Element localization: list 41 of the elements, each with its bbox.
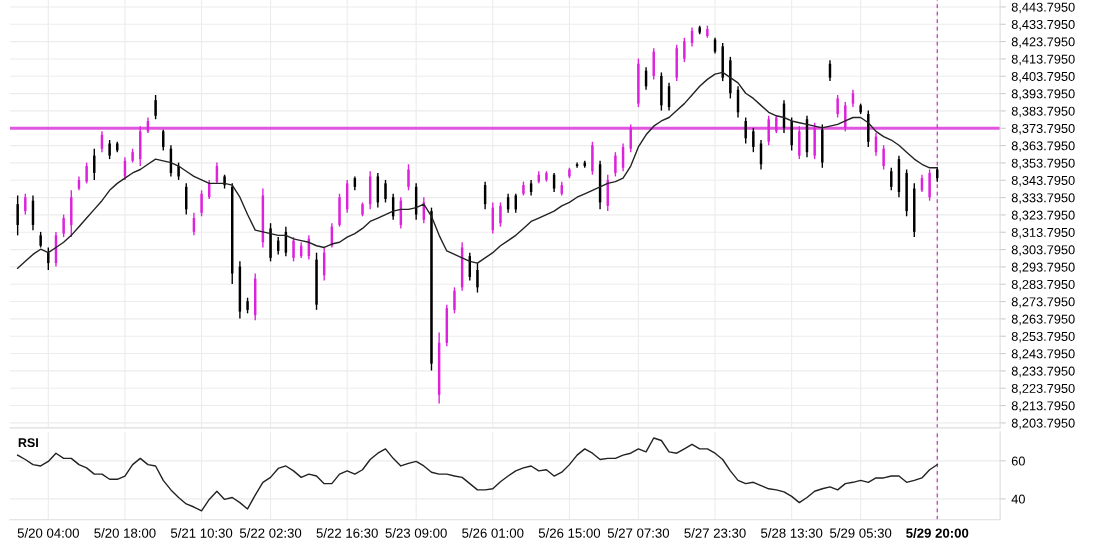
y-tick-label: 8,323.7950 [1011, 210, 1075, 222]
y-tick-label: 8,423.7950 [1011, 37, 1075, 48]
y-tick-label: 8,373.7950 [1011, 123, 1075, 135]
y-tick-label: 8,443.7950 [1011, 2, 1075, 14]
y-tick-label: 8,283.7950 [1011, 279, 1075, 291]
y-tick-label: 8,403.7950 [1011, 71, 1075, 83]
y-tick-label: 8,383.7950 [1011, 106, 1075, 118]
x-tick-label: 5/20 18:00 [94, 528, 156, 538]
y-tick-label: 8,263.7950 [1011, 314, 1075, 326]
y-tick-label: 8,433.7950 [1011, 19, 1075, 31]
y-tick-label: 8,203.7950 [1011, 418, 1075, 430]
y-tick-label: 8,253.7950 [1011, 331, 1075, 343]
y-tick-label: 40 [1011, 494, 1025, 504]
x-tick-label: 5/26 01:00 [462, 528, 524, 538]
y-tick-label: 8,333.7950 [1011, 193, 1075, 204]
y-tick-label: 8,413.7950 [1011, 54, 1075, 66]
y-tick-label: 8,273.7950 [1011, 297, 1075, 308]
x-tick-label: 5/27 07:30 [607, 528, 670, 538]
y-tick-label: 8,233.7950 [1011, 366, 1075, 378]
y-tick-label: 60 [1011, 456, 1025, 466]
x-tick-label: 5/27 23:30 [684, 528, 746, 538]
x-tick-label: 5/22 16:30 [316, 528, 378, 538]
y-tick-label: 8,363.7950 [1011, 141, 1075, 152]
y-tick-label: 8,223.7950 [1011, 383, 1075, 395]
x-tick-label: 5/21 10:30 [170, 528, 233, 538]
y-tick-label: 8,353.7950 [1011, 158, 1075, 170]
y-tick-label: 8,293.7950 [1011, 262, 1075, 274]
x-tick-label: 5/29 05:30 [829, 528, 892, 538]
y-tick-label: 8,213.7950 [1011, 401, 1075, 412]
x-tick-label: 5/26 15:00 [538, 528, 601, 538]
y-tick-label: 8,343.7950 [1011, 175, 1075, 187]
x-tick-label: 5/23 09:00 [385, 528, 447, 538]
x-tick-label: 5/29 20:00 [906, 528, 969, 538]
x-tick-label: 5/22 02:30 [239, 528, 302, 538]
y-tick-label: 8,393.7950 [1011, 89, 1075, 100]
y-tick-label: 8,313.7950 [1011, 227, 1075, 239]
y-tick-label: 8,303.7950 [1011, 245, 1075, 256]
chart-title: RSI [18, 438, 38, 448]
y-tick-label: 8,243.7950 [1011, 349, 1075, 360]
x-tick-label: 5/28 13:30 [761, 528, 823, 538]
x-tick-label: 5/20 04:00 [17, 528, 79, 538]
